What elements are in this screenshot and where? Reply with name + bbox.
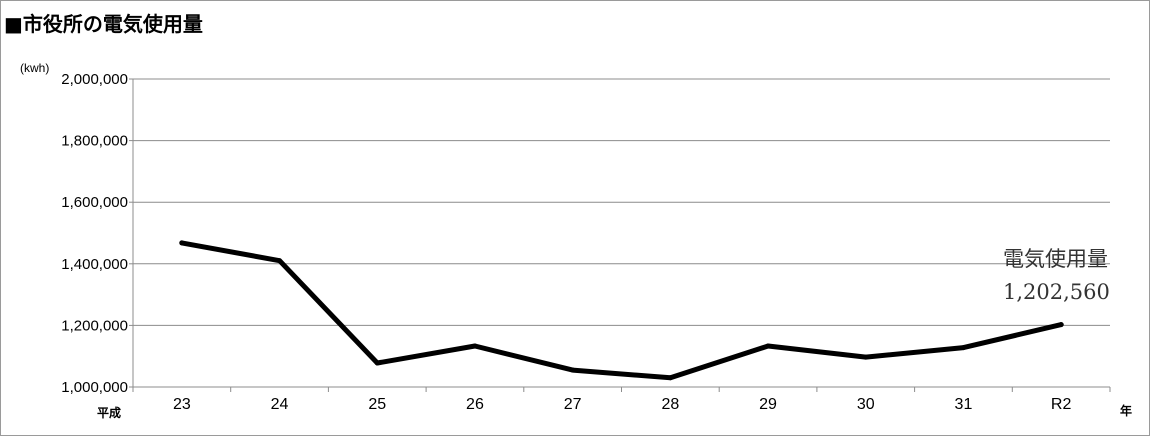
y-tick-label: 1,800,000: [61, 133, 128, 150]
x-tick-label: 23: [173, 396, 191, 413]
y-tick-label: 1,200,000: [61, 317, 128, 334]
x-tick-label: 26: [466, 396, 484, 413]
x-tick-label: 24: [271, 396, 289, 413]
axes: [132, 79, 1110, 388]
x-tick-label: 30: [857, 396, 875, 413]
y-tick-label: 1,400,000: [61, 256, 128, 273]
data-point: [179, 240, 185, 246]
annotation-value: 1,202,560: [1003, 280, 1110, 304]
data-point: [765, 343, 771, 349]
data-point: [1058, 322, 1064, 328]
x-tick-label: 31: [955, 396, 973, 413]
data-point: [374, 360, 380, 366]
y-axis-unit: (kwh): [20, 61, 49, 75]
data-point: [667, 375, 673, 381]
y-tick-label: 1,600,000: [61, 194, 128, 211]
data-point: [570, 367, 576, 373]
data-point: [277, 258, 283, 264]
x-tick-label: 29: [759, 396, 777, 413]
y-tick-label: 2,000,000: [61, 71, 128, 88]
x-axis-unit-label: 年: [1120, 403, 1132, 418]
annotation-series-label: 電気使用量: [1003, 247, 1108, 271]
x-axis-ticks: 23 24 25 26 27 28 29 30 31 R2: [132, 387, 1111, 413]
series-line: [179, 240, 1064, 381]
y-tick-label: 1,000,000: [61, 379, 128, 396]
data-point: [863, 354, 869, 360]
grid-lines: [133, 78, 1110, 326]
y-axis-ticks: 1,000,000 1,200,000 1,400,000 1,600,000 1,80…: [61, 71, 133, 396]
x-tick-label: R2: [1051, 396, 1072, 413]
x-tick-label: 27: [564, 396, 582, 413]
data-point: [960, 345, 966, 351]
x-tick-label: 28: [661, 396, 679, 413]
data-point: [472, 343, 478, 349]
x-tick-label: 25: [368, 396, 386, 413]
x-axis-era-label: 平成: [97, 405, 121, 420]
chart-title: ■市役所の電気使用量: [4, 12, 203, 36]
series-group: [179, 240, 1064, 381]
